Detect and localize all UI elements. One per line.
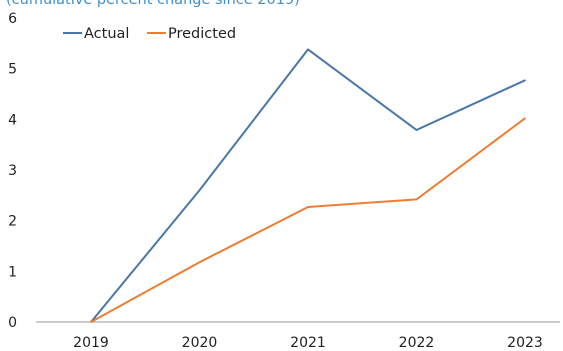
y-tick-label: 0 [8,315,17,331]
y-tick-label: 1 [8,264,17,280]
x-axis: 2019 2020 2021 2022 2023 [73,335,543,351]
x-tick-label: 2019 [73,335,109,351]
data-point-actual [524,79,526,82]
data-point-actual [307,48,309,51]
series-line-actual [90,48,526,323]
chart-subtitle: (cumulative percent change since 2019) [6,0,300,8]
data-point-predicted [198,261,201,264]
y-tick-label: 6 [8,11,17,27]
x-tick-label: 2021 [290,335,326,351]
data-point-actual [415,129,418,131]
y-tick-label: 5 [8,62,17,78]
series-line-predicted [90,117,526,323]
y-tick-label: 4 [8,112,17,128]
legend: Actual Predicted [63,26,236,42]
legend-label-predicted: Predicted [168,26,236,42]
x-tick-label: 2020 [182,335,218,351]
x-tick-label: 2022 [399,335,435,351]
data-point-actual [198,189,201,192]
x-tick-label: 2023 [507,335,543,351]
plot-area [90,48,526,323]
y-axis: 0 1 2 3 4 5 6 [8,11,17,331]
y-tick-label: 3 [8,163,17,179]
legend-label-actual: Actual [84,26,129,42]
data-point-predicted [415,198,418,201]
y-tick-label: 2 [8,214,17,230]
data-point-predicted [307,206,309,208]
data-point-predicted [90,321,92,323]
data-point-predicted [524,117,526,120]
